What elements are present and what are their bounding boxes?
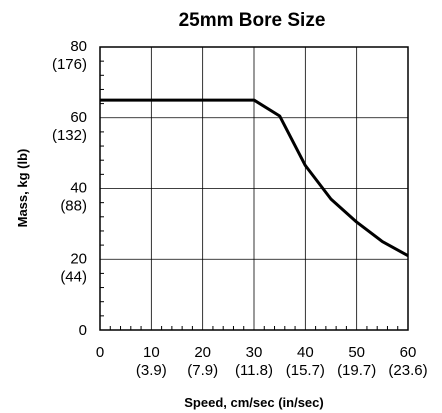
grid — [100, 47, 408, 330]
x-tick-label: 50 — [348, 344, 365, 361]
x-tick-label: 20 — [194, 344, 211, 361]
x-tick-sublabel: (3.9) — [136, 362, 167, 379]
y-tick-labels: 0 20(44) 40(88) 60(132) 80(176) — [52, 38, 87, 339]
x-tick-label: 40 — [297, 344, 314, 361]
x-tick-label: 10 — [143, 344, 160, 361]
x-tick-sublabel: (15.7) — [286, 362, 325, 379]
y-tick-sublabel: (176) — [52, 56, 87, 73]
x-tick-label: 30 — [246, 344, 263, 361]
y-axis-label: Mass, kg (lb) — [15, 149, 30, 228]
y-tick-label: 40 — [70, 180, 87, 197]
x-tick-label: 0 — [96, 344, 104, 361]
x-tick-sublabel: (11.8) — [235, 362, 273, 379]
y-tick-sublabel: (44) — [60, 268, 87, 285]
y-tick-label: 20 — [70, 250, 87, 267]
series-layer — [100, 98, 409, 258]
y-tick-label: 0 — [79, 322, 87, 339]
x-tick-sublabel: (23.6) — [388, 362, 427, 379]
x-tick-labels: 0 10(3.9) 20(7.9) 30(11.8) 40(15.7) 50(19.7) 6… — [96, 344, 428, 379]
x-axis-label: Speed, cm/sec (in/sec) — [184, 395, 323, 410]
y-tick-label: 60 — [70, 109, 87, 126]
x-tick-sublabel: (19.7) — [337, 362, 376, 379]
x-tick-sublabel: (7.9) — [187, 362, 218, 379]
y-tick-sublabel: (88) — [60, 198, 87, 215]
series-line — [100, 98, 409, 258]
y-tick-label: 80 — [70, 38, 87, 55]
y-tick-sublabel: (132) — [52, 127, 87, 144]
chart-title: 25mm Bore Size — [179, 10, 326, 31]
plot-frame — [99, 46, 409, 331]
x-tick-label: 60 — [400, 344, 417, 361]
